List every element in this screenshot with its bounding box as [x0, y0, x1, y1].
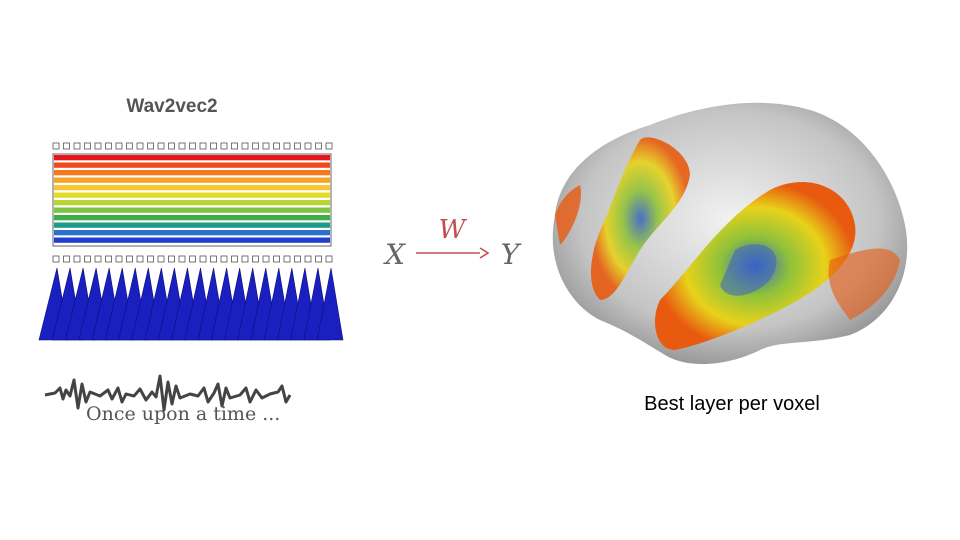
token-square — [73, 142, 81, 150]
token-square — [199, 142, 207, 150]
transcript: Once upon a time ... — [86, 403, 280, 425]
token-square — [126, 255, 133, 263]
token-square — [136, 255, 144, 263]
token-square — [304, 142, 312, 150]
token-square — [52, 255, 60, 263]
token-square — [294, 255, 301, 263]
token-square — [241, 142, 249, 150]
token-square — [325, 142, 333, 150]
activation-edge — [555, 185, 581, 245]
token-square — [63, 142, 70, 150]
layer-stripe — [54, 215, 330, 221]
token-square — [94, 142, 102, 150]
token-square — [220, 142, 228, 150]
token-square — [52, 142, 60, 150]
layer-stripe — [54, 207, 330, 213]
token-square — [210, 255, 217, 263]
token-square — [105, 142, 112, 150]
token-square — [94, 255, 102, 263]
token-square — [304, 255, 312, 263]
token-square — [147, 255, 154, 263]
layer-stripe — [54, 155, 330, 161]
layer-stripe — [54, 237, 330, 243]
token-square — [147, 142, 154, 150]
weights-label: W — [439, 215, 468, 245]
token-square — [262, 142, 270, 150]
activation-frontal — [590, 137, 690, 300]
token-square — [178, 142, 186, 150]
token-square — [178, 255, 186, 263]
token-square — [273, 142, 280, 150]
token-square — [252, 142, 259, 150]
layer-stripe — [54, 222, 330, 228]
brain — [552, 102, 908, 365]
layer-stripe — [54, 230, 330, 236]
layer-stripe — [54, 200, 330, 206]
token-square — [262, 255, 270, 263]
token-square — [252, 255, 259, 263]
layer-stripe — [54, 162, 330, 168]
layer-stripe — [54, 170, 330, 176]
token-square — [210, 142, 217, 150]
token-square — [294, 142, 301, 150]
layer-stripe — [54, 177, 330, 183]
arrow-head — [479, 247, 490, 259]
token-square — [105, 255, 112, 263]
brain-caption: Best layer per voxel — [644, 393, 820, 415]
token-square — [315, 142, 322, 150]
activation-core — [720, 244, 777, 296]
token-square — [273, 255, 280, 263]
token-square — [199, 255, 207, 263]
layer-stripe — [54, 192, 330, 198]
token-square — [73, 255, 81, 263]
layer-stripe — [54, 185, 330, 191]
token-square — [157, 142, 165, 150]
token-square — [115, 142, 123, 150]
output-label: Y — [501, 238, 522, 271]
token-square — [283, 255, 291, 263]
input-label: X — [383, 238, 406, 271]
token-square — [189, 255, 196, 263]
conv-kernel — [316, 267, 344, 341]
token-square — [63, 255, 70, 263]
token-square — [84, 255, 91, 263]
token-square — [231, 142, 238, 150]
token-square — [220, 255, 228, 263]
token-square — [231, 255, 238, 263]
token-square — [157, 255, 165, 263]
token-square — [315, 255, 322, 263]
token-square — [168, 142, 175, 150]
model-title: Wav2vec2 — [126, 96, 217, 117]
token-square — [241, 255, 249, 263]
token-square — [136, 142, 144, 150]
token-square — [126, 142, 133, 150]
token-square — [325, 255, 333, 263]
token-square — [84, 142, 91, 150]
token-square — [168, 255, 175, 263]
waveform — [44, 374, 292, 412]
token-square — [283, 142, 291, 150]
token-square — [189, 142, 196, 150]
network-diagram — [38, 142, 344, 341]
token-square — [115, 255, 123, 263]
activation-parietal — [828, 248, 900, 320]
